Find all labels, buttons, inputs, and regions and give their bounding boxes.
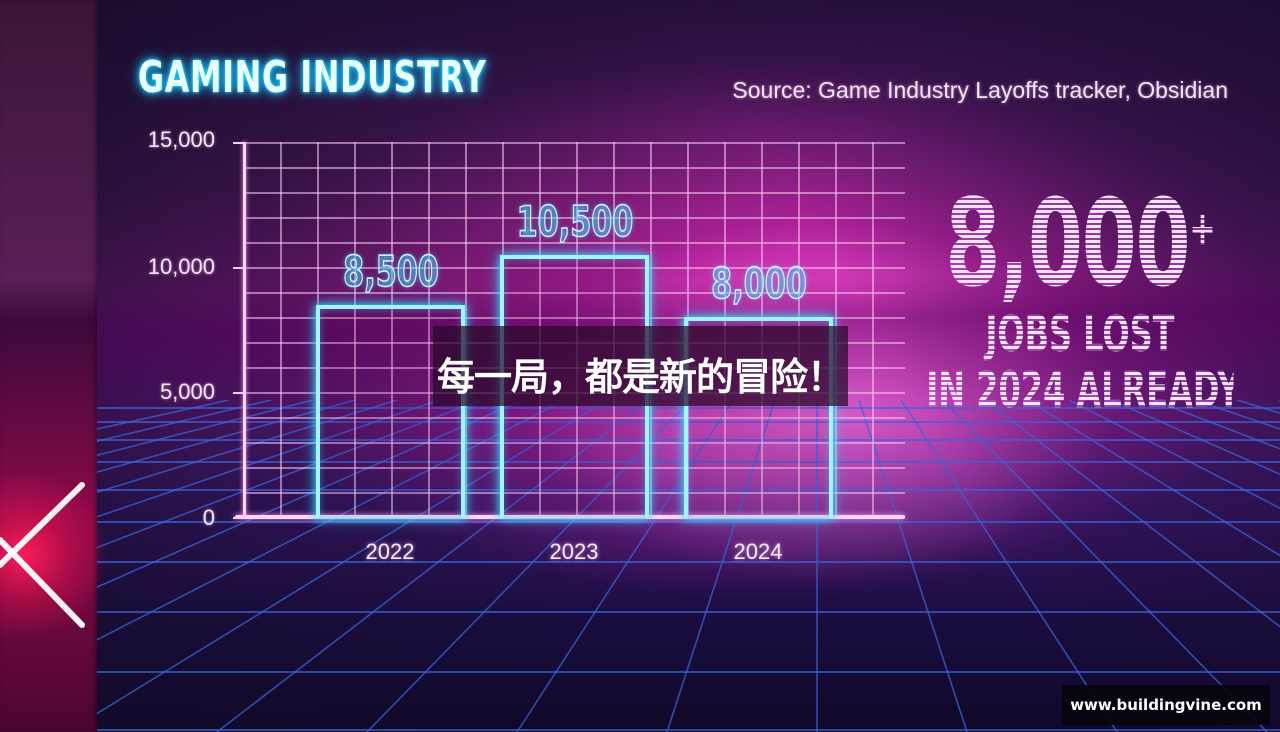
y-tick-label-10000: 10,000: [147, 254, 215, 279]
stat-plus: +: [1189, 201, 1215, 257]
gridline-horizontal: [243, 292, 905, 294]
gridline-vertical: [391, 142, 393, 518]
gridline-horizontal: [243, 167, 905, 169]
bar-value-2023: 10,500: [516, 196, 634, 247]
gridline-horizontal: [243, 442, 905, 444]
gridline-vertical: [354, 142, 356, 518]
y-tick: [233, 392, 245, 394]
y-tick-label-5000: 5,000: [159, 379, 215, 404]
cross-icon: [0, 482, 85, 628]
x-axis: [235, 515, 905, 519]
headline-stat: 8,000+ JOBS LOST IN 2024 ALREADY: [920, 170, 1240, 418]
bar-value-2022: 8,500: [343, 246, 440, 297]
gridline-horizontal: [243, 142, 905, 144]
y-tick: [233, 517, 245, 519]
stat-line-1: JOBS LOST: [926, 306, 1233, 362]
source-credit: Source: Game Industry Layoffs tracker, O…: [732, 77, 1228, 103]
bar-value-2024: 8,000: [711, 258, 808, 309]
x-tick-label-2023: 2023: [549, 539, 599, 564]
y-tick: [233, 267, 245, 269]
x-tick-label-2022: 2022: [365, 539, 415, 564]
watermark-text: www.buildingvine.com: [1070, 696, 1262, 714]
y-axis: [243, 142, 246, 518]
chart-title: GAMING INDUSTRY: [138, 52, 487, 103]
gridline-horizontal: [243, 317, 905, 319]
gridline-horizontal: [243, 242, 905, 244]
plot-area: 8,500 10,500 8,000: [233, 142, 905, 519]
stat-number: 8,000+: [945, 170, 1214, 304]
y-tick-label-0: 0: [202, 505, 215, 530]
banner-text: 每一局，都是新的冒险！: [436, 354, 845, 399]
gridline-vertical: [428, 142, 430, 518]
y-tick-label-15000: 15,000: [147, 127, 215, 152]
gridline-horizontal: [243, 192, 905, 194]
left-side-panel: [0, 0, 110, 732]
watermark: www.buildingvine.com: [1062, 685, 1270, 725]
overlay-banner: 每一局，都是新的冒险！: [433, 326, 848, 406]
gridline-vertical: [872, 142, 874, 518]
gridline-horizontal: [243, 467, 905, 469]
gridline-vertical: [280, 142, 282, 518]
gridline-horizontal: [243, 417, 905, 419]
perspective-floor-grid: [97, 400, 1280, 732]
stat-number-value: 8,000: [945, 175, 1190, 314]
y-tick: [233, 142, 245, 144]
gridline-horizontal: [243, 267, 905, 269]
gridline-horizontal: [243, 217, 905, 219]
x-tick-label-2024: 2024: [733, 539, 783, 564]
gridline-horizontal: [243, 492, 905, 494]
stat-line-2: IN 2024 ALREADY: [926, 361, 1241, 419]
